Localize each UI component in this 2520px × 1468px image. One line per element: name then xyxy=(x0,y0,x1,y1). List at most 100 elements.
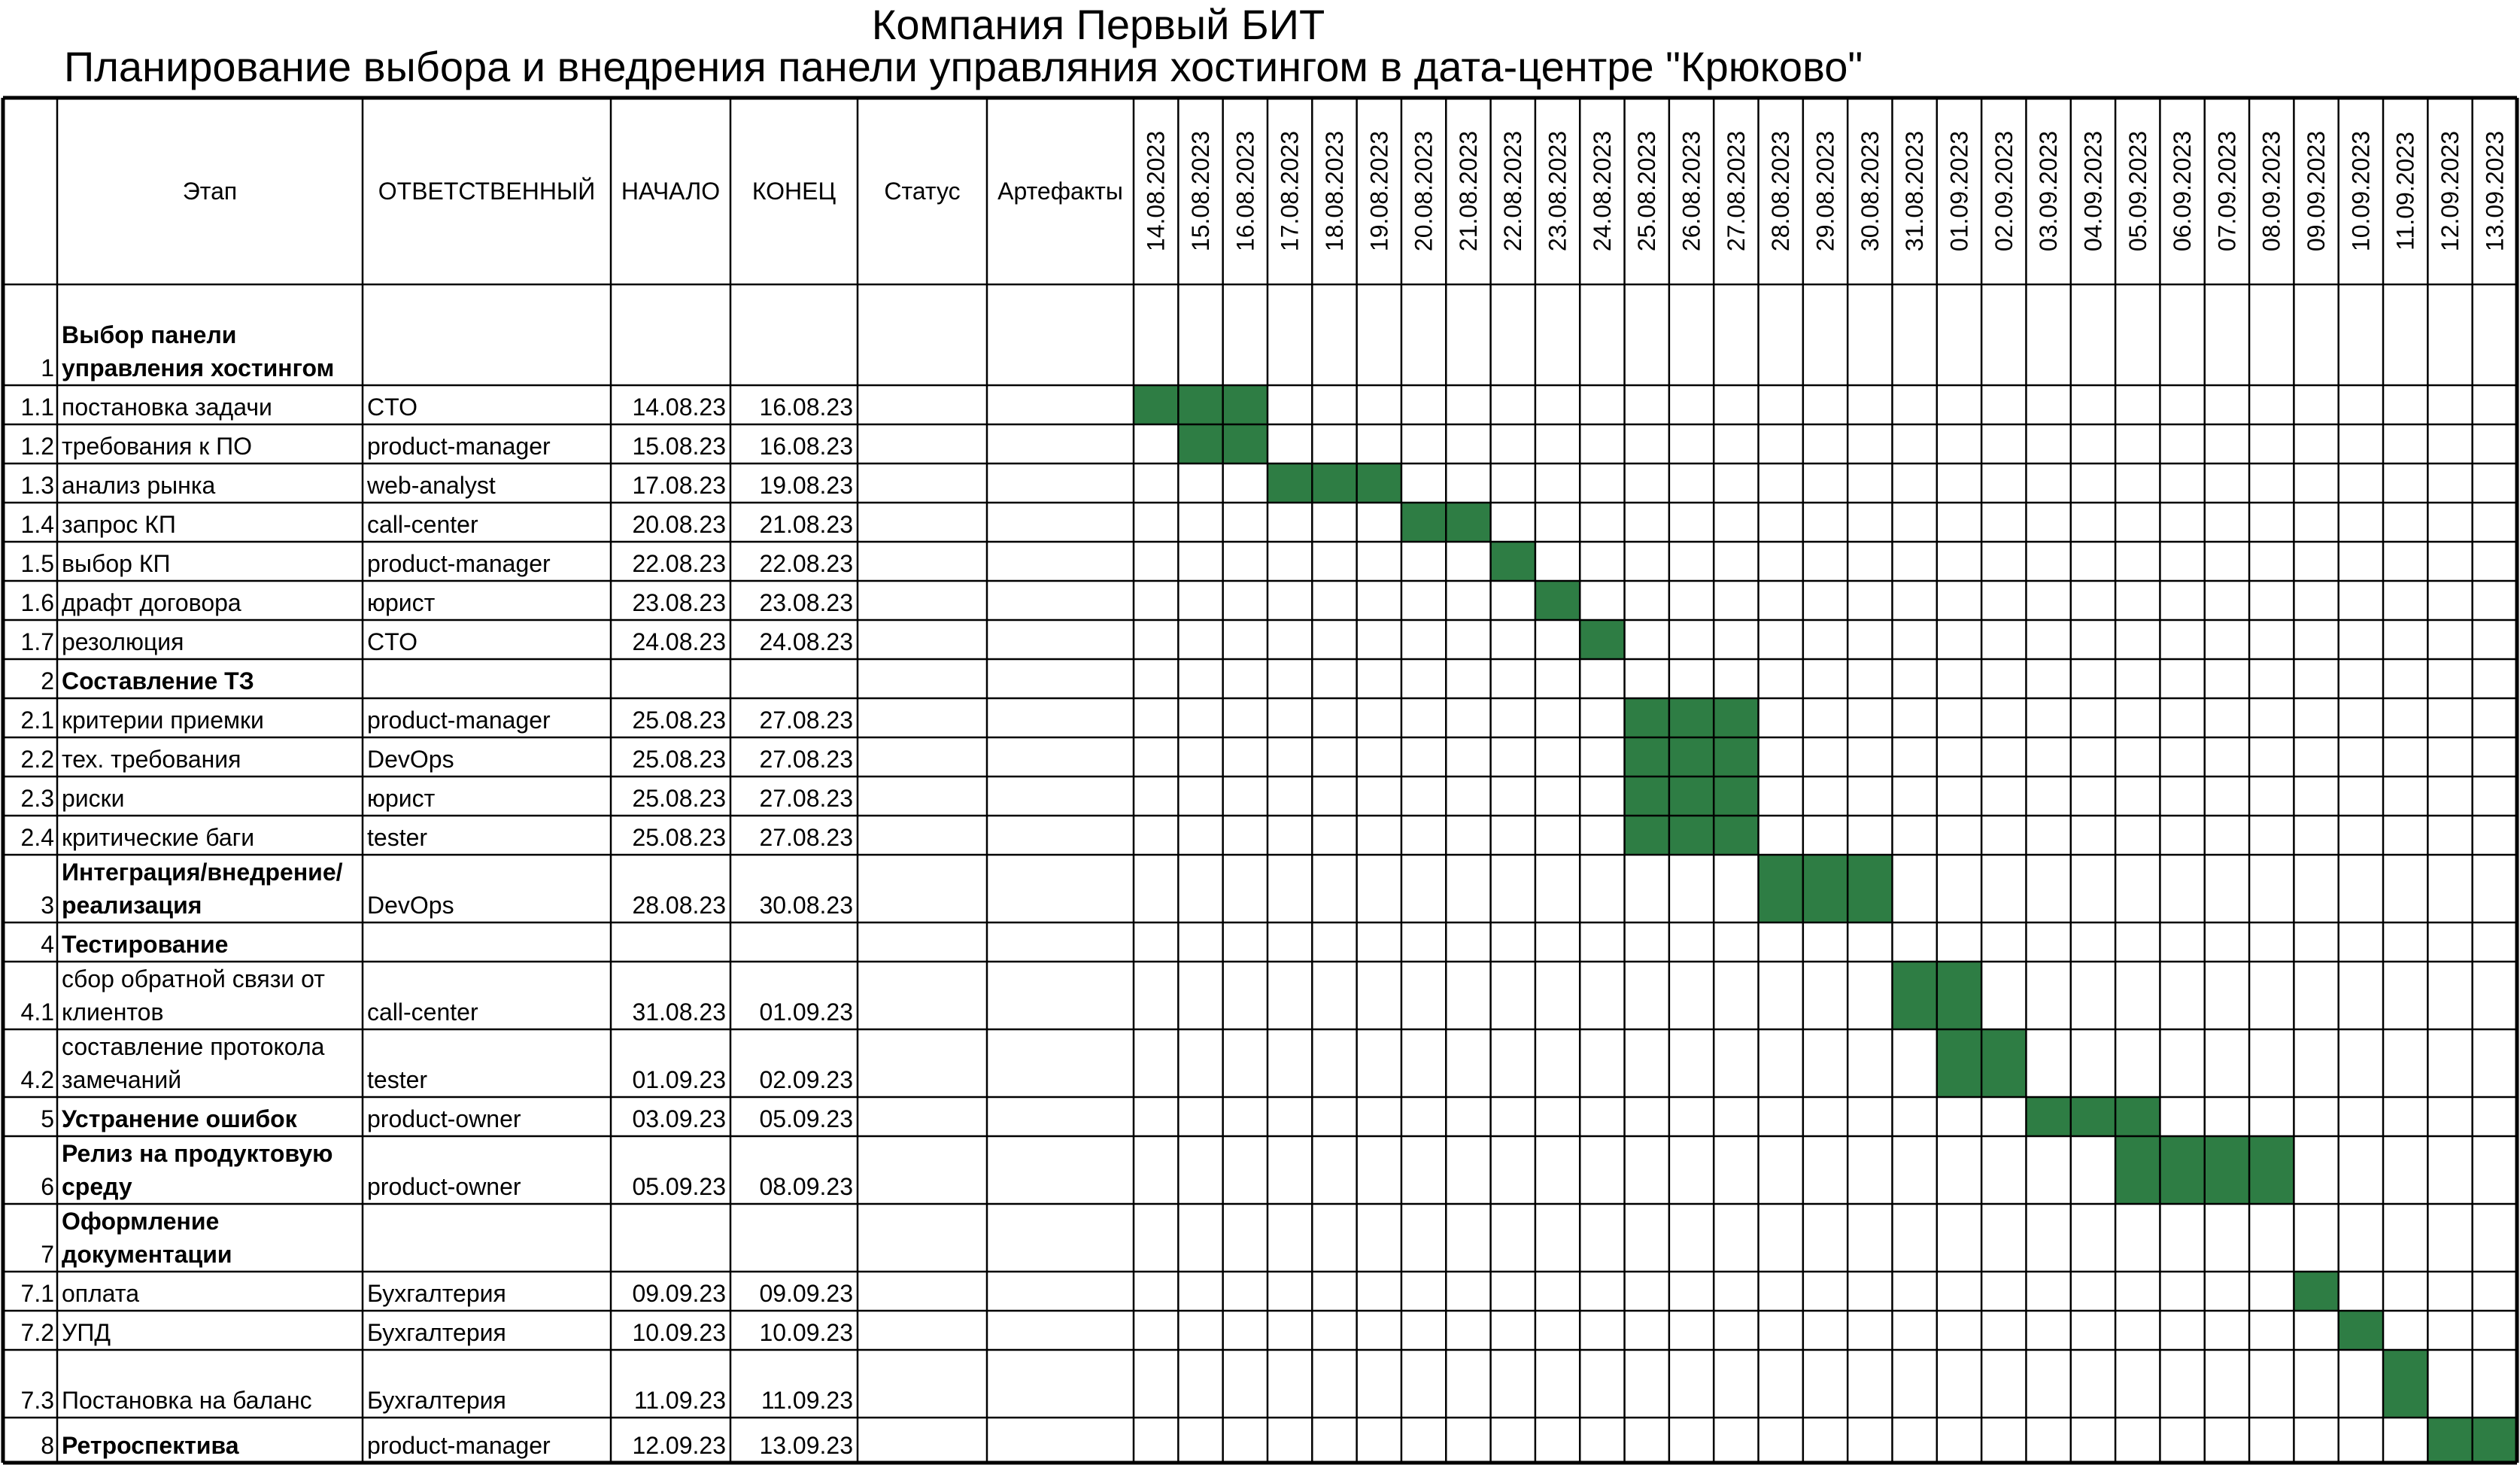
responsible-cell: Бухгалтерия xyxy=(367,1280,506,1307)
start-date-cell: 14.08.23 xyxy=(632,394,726,421)
gantt-bar xyxy=(1267,463,1401,503)
gantt-bar xyxy=(2026,1097,2160,1136)
row-number: 1.1 xyxy=(21,394,54,421)
page-title: Компания Первый БИТ xyxy=(871,1,1325,48)
stage-name: тех. требования xyxy=(62,746,241,773)
start-date-cell: 09.09.23 xyxy=(632,1280,726,1307)
row-number: 7.2 xyxy=(21,1319,54,1346)
date-header: 05.09.2023 xyxy=(2124,131,2151,251)
stage-name: составление протокола xyxy=(62,1033,325,1060)
stage-name: замечаний xyxy=(62,1066,181,1093)
date-header: 27.08.2023 xyxy=(1723,131,1750,251)
stage-name: управления хостингом xyxy=(62,354,334,381)
row-number: 2.4 xyxy=(21,824,54,851)
responsible-cell: tester xyxy=(367,824,427,851)
start-date-cell: 23.08.23 xyxy=(632,589,726,616)
start-date-cell: 28.08.23 xyxy=(632,892,726,919)
responsible-cell: DevOps xyxy=(367,746,454,773)
start-date-cell: 03.09.23 xyxy=(632,1105,726,1132)
responsible-cell: юрист xyxy=(367,785,436,812)
date-header: 13.09.2023 xyxy=(2481,131,2508,251)
stage-name: Постановка на баланс xyxy=(62,1387,312,1414)
stage-name: клиентов xyxy=(62,998,163,1026)
row-number: 1.2 xyxy=(21,433,54,460)
date-header: 24.08.2023 xyxy=(1589,131,1616,251)
stage-name: среду xyxy=(62,1173,132,1200)
date-header: 11.09.2023 xyxy=(2392,132,2419,251)
stage-name: критические баги xyxy=(62,824,254,851)
gantt-bar xyxy=(1535,581,1580,620)
stage-name: сбор обратной связи от xyxy=(62,965,325,992)
start-date-cell: 25.08.23 xyxy=(632,824,726,851)
end-date-cell: 16.08.23 xyxy=(759,433,853,460)
gantt-bar xyxy=(1758,855,1893,922)
date-header: 19.08.2023 xyxy=(1365,131,1392,251)
row-number: 8 xyxy=(41,1432,54,1459)
date-header: 10.09.2023 xyxy=(2347,131,2374,251)
end-date-cell: 21.08.23 xyxy=(759,511,853,538)
stage-name: требования к ПО xyxy=(62,433,252,460)
date-header: 31.08.2023 xyxy=(1901,131,1928,251)
gantt-bar xyxy=(2294,1272,2339,1311)
responsible-cell: product-manager xyxy=(367,1432,551,1459)
start-date-cell: 12.09.23 xyxy=(632,1432,726,1459)
end-date-cell: 11.09.23 xyxy=(761,1387,853,1414)
stage-name: Интеграция/внедрение/ xyxy=(62,859,343,886)
end-date-cell: 27.08.23 xyxy=(759,746,853,773)
row-number: 2.3 xyxy=(21,785,54,812)
responsible-cell: product-manager xyxy=(367,433,551,460)
date-header: 23.08.2023 xyxy=(1544,131,1571,251)
responsible-cell: CTO xyxy=(367,394,417,421)
header-status: Статус xyxy=(884,178,960,205)
date-header: 04.09.2023 xyxy=(2079,131,2106,251)
stage-name: Оформление xyxy=(62,1208,219,1235)
gantt-bar xyxy=(1134,385,1268,424)
date-header: 21.08.2023 xyxy=(1455,131,1482,251)
header-responsible: ОТВЕТСТВЕННЫЙ xyxy=(378,178,596,205)
date-header: 29.08.2023 xyxy=(1812,131,1839,251)
start-date-cell: 22.08.23 xyxy=(632,550,726,577)
row-number: 4 xyxy=(41,931,54,958)
responsible-cell: CTO xyxy=(367,628,417,655)
stage-name: документации xyxy=(62,1241,232,1268)
date-header: 14.08.2023 xyxy=(1143,131,1170,251)
page-subtitle: Планирование выбора и внедрения панели у… xyxy=(64,43,1863,90)
row-number: 4.2 xyxy=(21,1066,54,1093)
end-date-cell: 27.08.23 xyxy=(759,707,853,734)
row-number: 7.3 xyxy=(21,1387,54,1414)
stage-name: Устранение ошибок xyxy=(62,1105,298,1132)
header-start: НАЧАЛО xyxy=(621,178,720,205)
date-header: 06.09.2023 xyxy=(2169,131,2196,251)
end-date-cell: 27.08.23 xyxy=(759,785,853,812)
date-header: 22.08.2023 xyxy=(1499,131,1526,251)
row-number: 1.6 xyxy=(21,589,54,616)
gantt-bar xyxy=(1624,737,1759,777)
stage-name: анализ рынка xyxy=(62,472,216,499)
stage-name: Ретроспектива xyxy=(62,1432,239,1459)
stage-name: реализация xyxy=(62,892,202,919)
start-date-cell: 25.08.23 xyxy=(632,746,726,773)
gantt-bar xyxy=(1580,620,1625,659)
date-header: 08.09.2023 xyxy=(2258,131,2285,251)
date-header: 02.09.2023 xyxy=(1990,131,2018,251)
start-date-cell: 24.08.23 xyxy=(632,628,726,655)
gantt-bar xyxy=(1624,816,1759,855)
end-date-cell: 27.08.23 xyxy=(759,824,853,851)
row-number: 1 xyxy=(41,354,54,381)
date-header: 25.08.2023 xyxy=(1633,131,1660,251)
date-header: 17.08.2023 xyxy=(1277,131,1304,251)
date-header: 30.08.2023 xyxy=(1857,131,1884,251)
date-header: 15.08.2023 xyxy=(1187,131,1214,251)
row-number: 1.4 xyxy=(21,511,54,538)
end-date-cell: 13.09.23 xyxy=(759,1432,853,1459)
responsible-cell: product-manager xyxy=(367,707,551,734)
row-number: 2 xyxy=(41,667,54,694)
date-header: 28.08.2023 xyxy=(1767,131,1794,251)
responsible-cell: product-owner xyxy=(367,1173,521,1200)
row-number: 7 xyxy=(41,1241,54,1268)
start-date-cell: 20.08.23 xyxy=(632,511,726,538)
responsible-cell: call-center xyxy=(367,998,478,1026)
stage-name: драфт договора xyxy=(62,589,241,616)
gantt-bar xyxy=(1624,698,1759,737)
